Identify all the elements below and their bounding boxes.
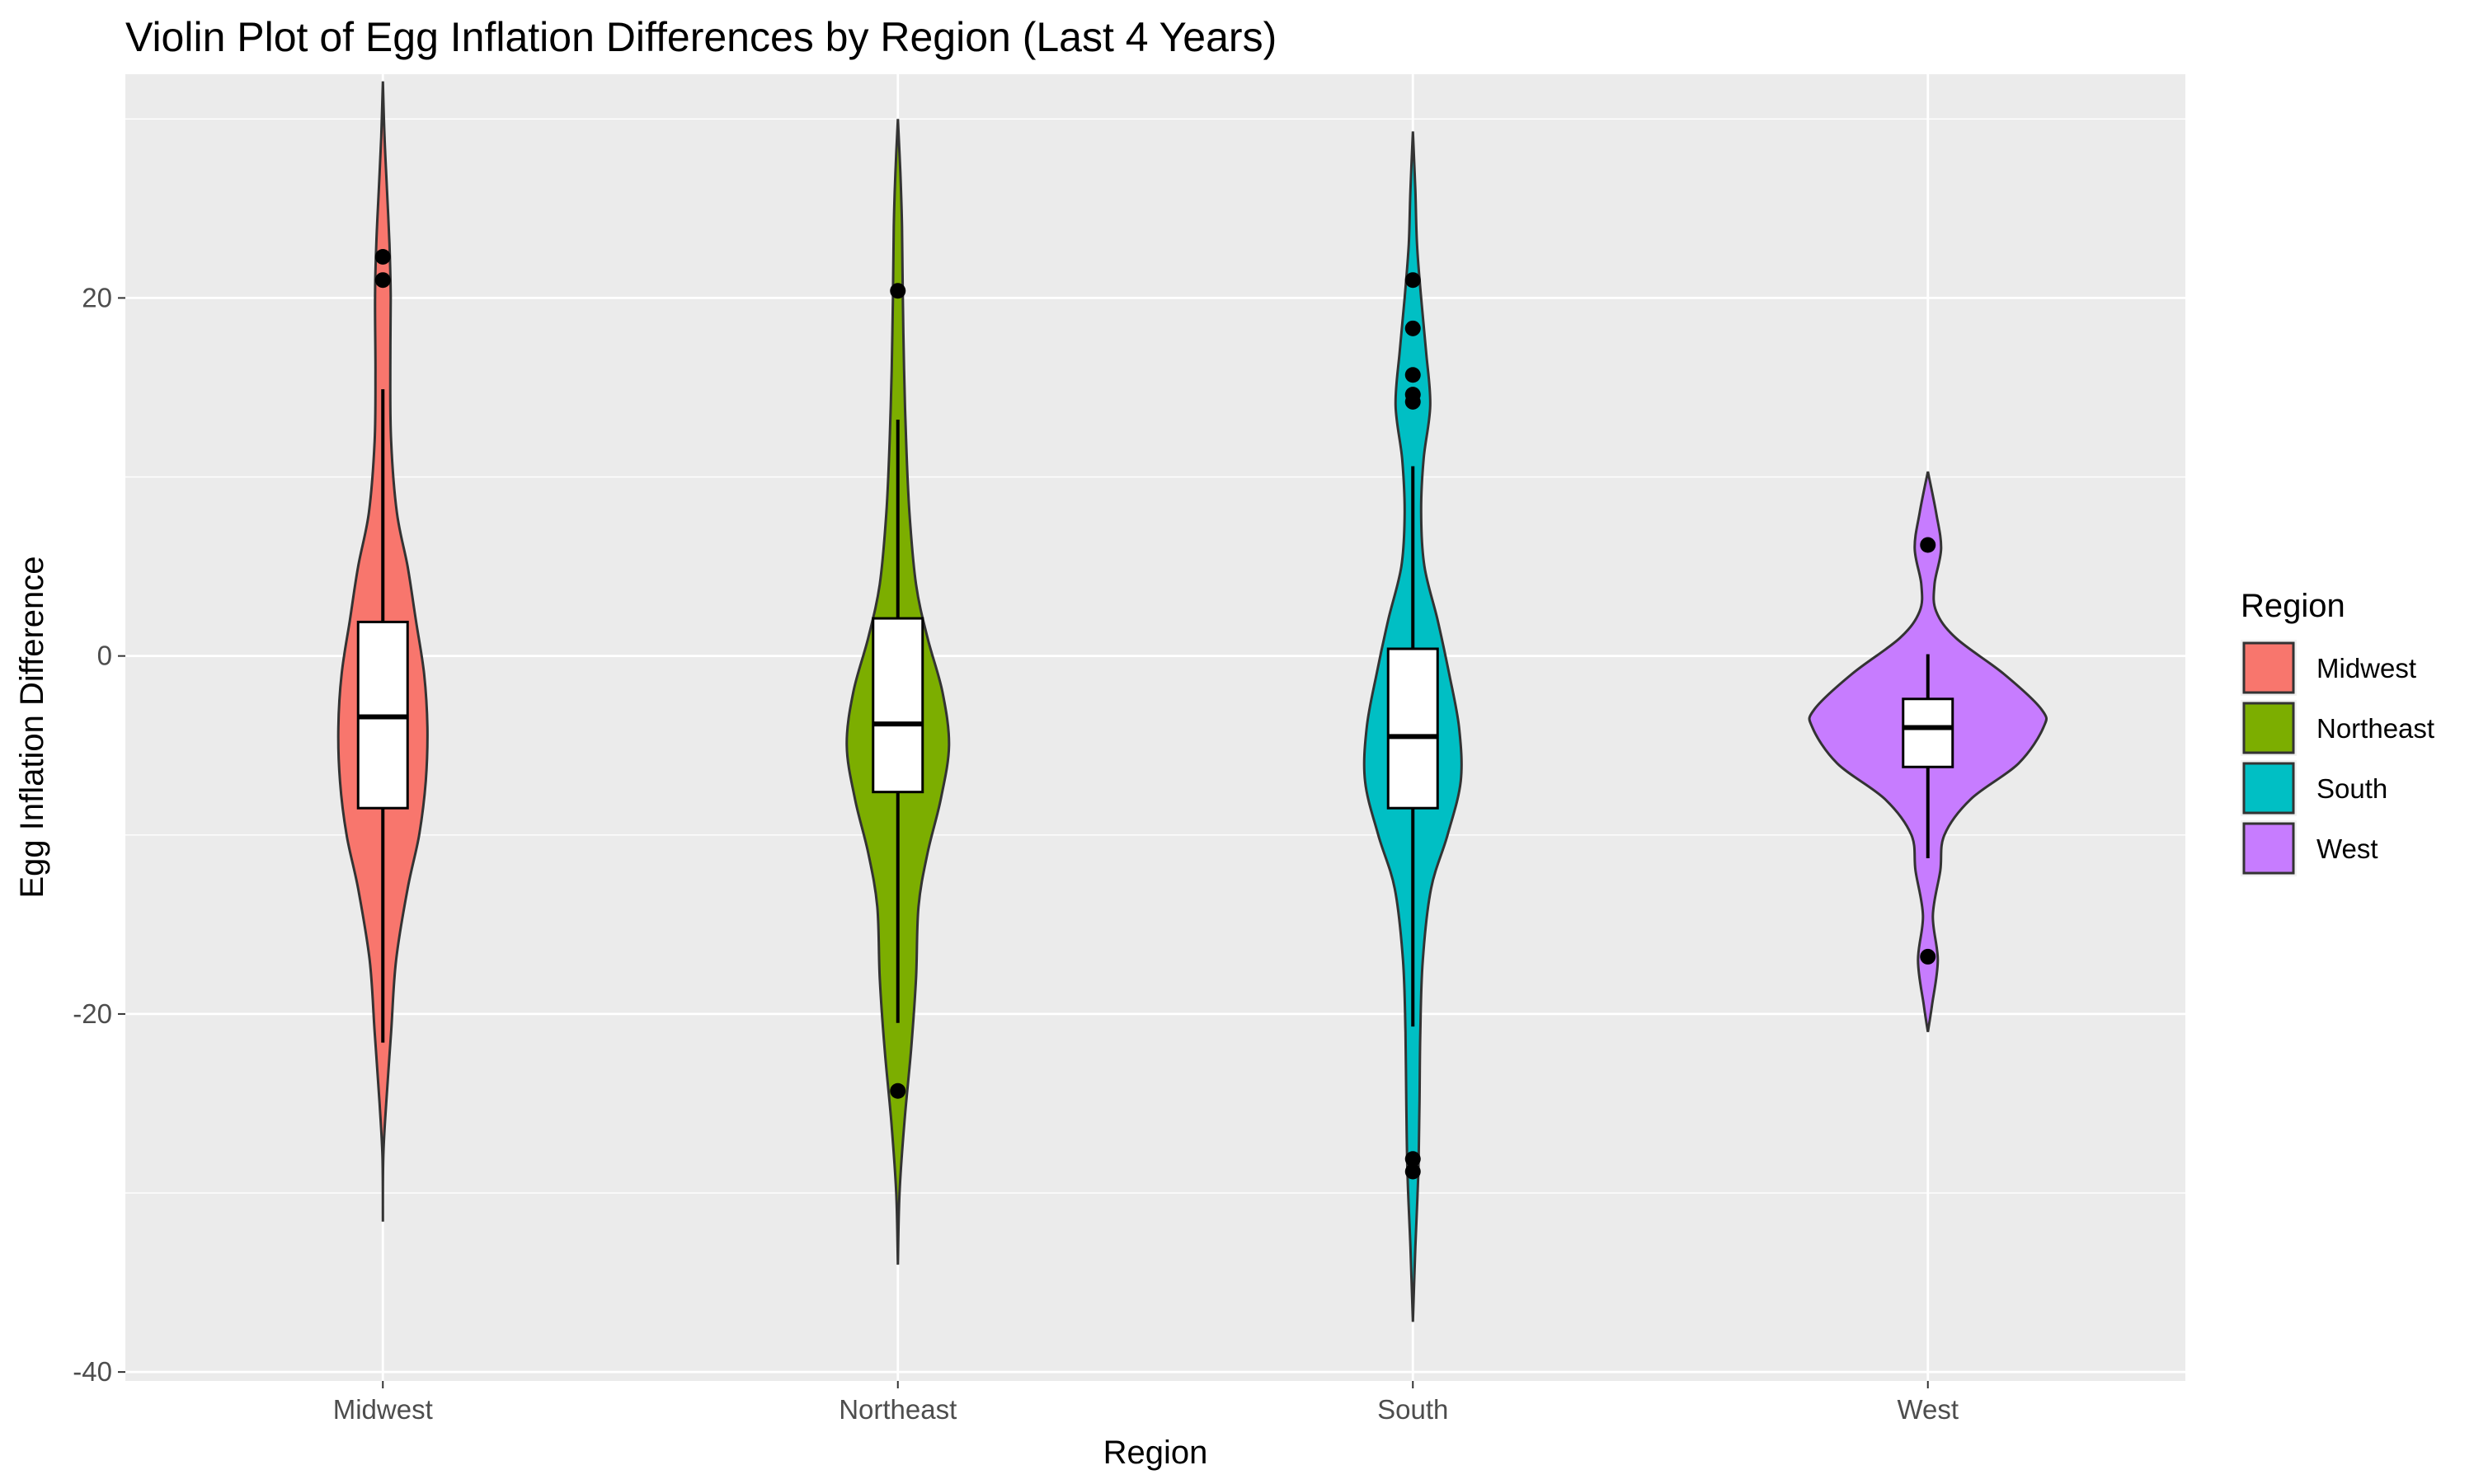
box-iqr: [1902, 697, 1954, 768]
violin-group-northeast: [845, 119, 951, 1265]
legend-swatch: [2242, 641, 2295, 694]
legend-label: Northeast: [2316, 713, 2434, 744]
legend-swatch: [2242, 822, 2295, 875]
outlier-point: [1404, 320, 1421, 336]
outlier-point: [1404, 1151, 1421, 1167]
violin-group-midwest: [336, 81, 429, 1222]
y-tick-label: 20: [82, 282, 112, 312]
outlier-point: [374, 272, 391, 289]
x-tick-label: Northeast: [839, 1394, 957, 1425]
legend-items: Midwest Northeast South West: [2241, 640, 2434, 876]
y-tick-label: -40: [73, 1356, 112, 1387]
chart-title: Violin Plot of Egg Inflation Differences…: [125, 14, 1277, 60]
outlier-point: [374, 248, 391, 265]
legend-swatch: [2242, 702, 2295, 754]
outlier-point: [1404, 272, 1421, 289]
x-tick-label: Midwest: [333, 1394, 433, 1425]
box-iqr: [1386, 647, 1439, 810]
legend-item: Northeast: [2241, 700, 2434, 756]
y-tick-label: -20: [73, 998, 112, 1029]
outlier-point: [1920, 537, 1936, 553]
outlier-point: [1404, 1163, 1421, 1180]
legend-item: South: [2241, 760, 2387, 816]
legend-item: West: [2241, 820, 2378, 876]
outlier-point: [1920, 948, 1936, 965]
outlier-point: [890, 1082, 906, 1099]
axis-layer: -40 -20 0 20 Midwest Northeast South West: [73, 282, 1959, 1425]
violin-group-west: [1808, 471, 2048, 1032]
legend-label: Midwest: [2316, 653, 2416, 683]
x-tick-label: West: [1897, 1394, 1959, 1425]
violin-group-south: [1362, 131, 1463, 1322]
outlier-point: [890, 283, 906, 299]
outlier-point: [1404, 393, 1421, 410]
y-tick-label: 0: [97, 641, 112, 671]
violin-layer: [336, 81, 2048, 1322]
legend-label: West: [2316, 834, 2378, 864]
legend-label: South: [2316, 773, 2387, 804]
legend-item: Midwest: [2241, 640, 2416, 696]
legend-title: Region: [2241, 588, 2345, 624]
outlier-point: [1404, 367, 1421, 383]
x-axis-title: Region: [1103, 1435, 1208, 1471]
y-axis-title: Egg Inflation Difference: [14, 556, 50, 898]
legend: Region Midwest Northeast South West: [2241, 588, 2434, 876]
box-iqr: [872, 617, 924, 794]
x-tick-label: South: [1377, 1394, 1448, 1425]
legend-swatch: [2242, 762, 2295, 815]
